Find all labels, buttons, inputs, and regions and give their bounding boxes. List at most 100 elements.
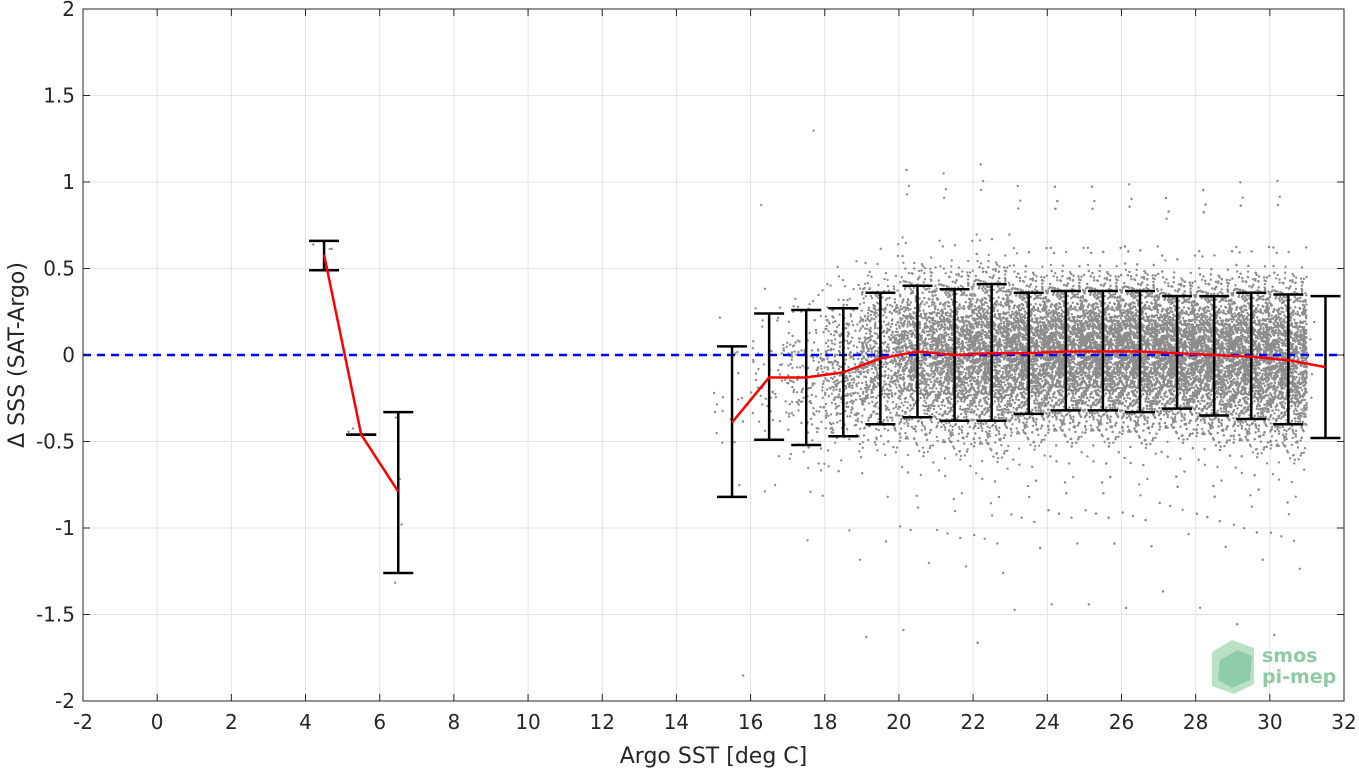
scatter-point xyxy=(894,429,897,432)
scatter-point xyxy=(987,329,991,332)
scatter-point xyxy=(967,259,970,263)
scatter-point xyxy=(995,428,998,432)
scatter-point xyxy=(983,407,986,411)
scatter-point xyxy=(1001,408,1004,411)
scatter-point xyxy=(851,355,854,359)
scatter-point xyxy=(870,297,874,300)
scatter-point xyxy=(825,412,828,415)
scatter-point xyxy=(856,323,859,326)
scatter-point xyxy=(974,319,977,322)
scatter-point xyxy=(923,356,926,359)
scatter-point xyxy=(963,398,967,402)
scatter-point xyxy=(946,532,949,535)
scatter-point xyxy=(989,502,993,505)
scatter-point xyxy=(861,350,864,354)
scatter-point xyxy=(789,452,792,456)
scatter-point xyxy=(861,325,864,328)
scatter-point xyxy=(967,338,971,342)
scatter-point xyxy=(827,329,830,333)
scatter-point xyxy=(997,430,1001,433)
scatter-point xyxy=(906,337,909,340)
scatter-point xyxy=(830,360,833,364)
scatter-point xyxy=(839,374,842,377)
scatter-point xyxy=(964,320,968,323)
scatter-point xyxy=(951,433,955,436)
scatter-point xyxy=(754,307,757,310)
scatter-point xyxy=(930,343,934,346)
scatter-point xyxy=(969,403,972,406)
scatter-point xyxy=(863,375,866,378)
scatter-point xyxy=(957,415,960,418)
scatter-point xyxy=(980,323,983,327)
scatter-point xyxy=(964,565,968,568)
scatter-point xyxy=(889,369,893,372)
scatter-point xyxy=(980,380,983,383)
scatter-point xyxy=(923,428,927,431)
scatter-point xyxy=(966,333,970,336)
scatter-point xyxy=(788,403,791,406)
scatter-point xyxy=(1008,308,1011,311)
scatter-point xyxy=(947,399,950,402)
scatter-point xyxy=(1002,390,1006,393)
scatter-point xyxy=(997,270,1000,274)
scatter-point xyxy=(790,411,793,415)
scatter-point xyxy=(858,442,862,446)
scatter-point xyxy=(997,372,1000,375)
scatter-point xyxy=(893,372,897,376)
scatter-point xyxy=(862,434,866,437)
scatter-point xyxy=(922,367,925,370)
scatter-point xyxy=(978,364,981,367)
scatter-point xyxy=(887,343,890,346)
scatter-point xyxy=(883,392,887,395)
scatter-point xyxy=(855,414,858,417)
scatter-point xyxy=(922,281,925,284)
scatter-point xyxy=(996,460,999,464)
scatter-point xyxy=(965,435,968,438)
scatter-point xyxy=(883,427,886,430)
scatter-point xyxy=(1004,254,1007,257)
scatter-point xyxy=(1003,450,1006,453)
scatter-point xyxy=(1004,372,1008,375)
scatter-point xyxy=(983,308,986,311)
scatter-point xyxy=(950,259,953,262)
scatter-point xyxy=(778,373,782,376)
scatter-point xyxy=(1004,383,1007,387)
scatter-point xyxy=(986,326,990,329)
scatter-point xyxy=(1002,321,1006,325)
scatter-point xyxy=(972,376,975,380)
scatter-point xyxy=(890,322,894,326)
scatter-point xyxy=(1002,339,1005,342)
scatter-point xyxy=(822,380,825,383)
scatter-point xyxy=(1005,417,1008,420)
scatter-point xyxy=(933,379,936,382)
scatter-point xyxy=(875,412,878,415)
scatter-point xyxy=(942,348,945,351)
scatter-point xyxy=(886,429,890,432)
scatter-point xyxy=(870,355,873,359)
scatter-point xyxy=(890,377,893,380)
scatter-point xyxy=(999,348,1002,351)
scatter-point xyxy=(978,416,981,419)
scatter-point xyxy=(963,368,966,371)
scatter-point xyxy=(922,455,925,458)
scatter-point xyxy=(928,378,932,381)
scatter-point xyxy=(810,423,814,426)
scatter-point xyxy=(964,412,968,416)
scatter-point xyxy=(939,318,943,321)
scatter-point xyxy=(987,259,990,263)
scatter-point xyxy=(826,349,830,352)
scatter-point xyxy=(848,371,851,375)
scatter-point xyxy=(956,382,959,385)
scatter-point xyxy=(912,267,916,270)
scatter-point xyxy=(904,343,907,346)
scatter-point xyxy=(928,311,931,315)
scatter-point xyxy=(867,402,871,405)
scatter-point xyxy=(882,363,885,366)
scatter-point xyxy=(862,346,865,349)
scatter-point xyxy=(869,347,873,350)
scatter-point xyxy=(846,377,849,380)
scatter-point xyxy=(861,290,864,294)
scatter-point xyxy=(882,320,886,323)
scatter-point xyxy=(887,408,891,411)
scatter-point xyxy=(848,386,851,389)
